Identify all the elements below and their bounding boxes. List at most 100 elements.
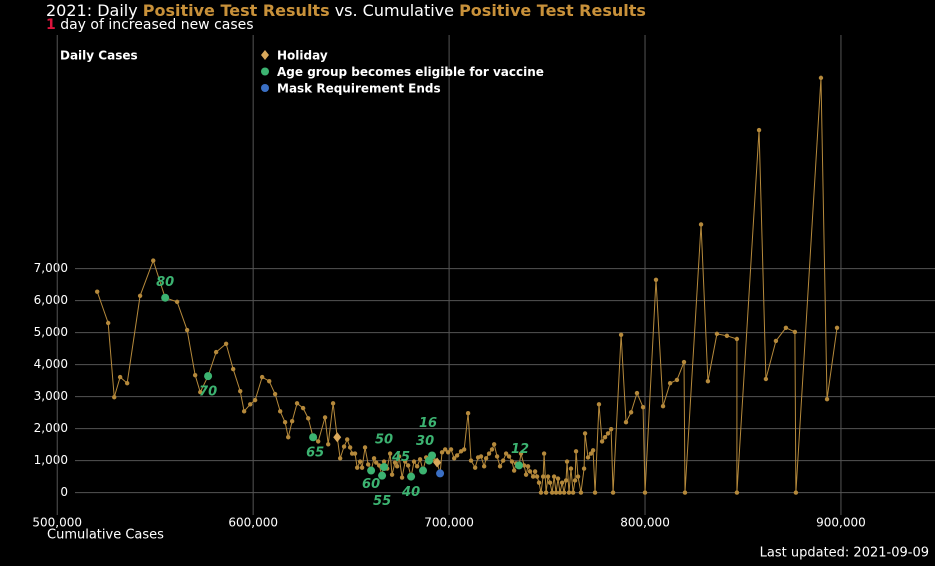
data-point [681, 359, 687, 365]
subtitle-count: 1 [46, 17, 56, 33]
data-point [491, 442, 497, 447]
legend-series: Daily Cases [60, 49, 138, 63]
data-point [530, 474, 536, 479]
data-point [523, 472, 529, 477]
data-point [561, 490, 567, 495]
data-point [137, 293, 143, 298]
data-point [174, 299, 180, 305]
data-point [592, 490, 598, 495]
data-point [337, 456, 343, 461]
data-point [602, 435, 608, 440]
event-marker [161, 293, 170, 302]
data-point [824, 396, 830, 402]
data-point [551, 474, 557, 479]
data-point [374, 460, 379, 465]
event-marker [407, 472, 416, 481]
event-label: 12 [511, 442, 529, 457]
y-tick-label: 4,000 [34, 357, 68, 371]
data-point [394, 464, 400, 469]
data-point [481, 464, 487, 469]
data-point [698, 222, 704, 227]
data-point [557, 490, 563, 495]
data-point [545, 474, 551, 479]
data-point [543, 490, 549, 495]
data-point [534, 474, 540, 479]
data-point [575, 474, 581, 479]
data-point [282, 420, 288, 425]
data-point [403, 459, 408, 464]
data-point [345, 437, 350, 442]
data-point [341, 444, 347, 449]
event-label: 16 [419, 416, 437, 431]
subtitle: 1 day of increased new cases [46, 17, 254, 33]
data-point [454, 453, 460, 458]
legend-label: Holiday [277, 49, 328, 63]
data-point [540, 474, 546, 479]
event-label: 40 [401, 485, 420, 500]
data-point [582, 431, 588, 436]
data-point [465, 411, 471, 416]
data-point [734, 336, 740, 342]
data-point [532, 469, 538, 474]
data-point [277, 409, 283, 414]
data-point [486, 451, 492, 456]
data-point [362, 445, 368, 450]
data-point [605, 431, 611, 436]
data-point [230, 366, 236, 372]
event-marker [333, 432, 342, 443]
series-line [96, 77, 838, 493]
data-point [289, 419, 295, 424]
data-point [618, 332, 624, 338]
event-marker [433, 457, 442, 468]
data-point [610, 490, 616, 495]
data-point [521, 463, 527, 468]
data-point [494, 454, 500, 459]
data-point [590, 448, 596, 453]
data-point [223, 341, 229, 346]
data-point [568, 466, 574, 471]
data-point [445, 450, 451, 455]
data-point [642, 490, 648, 495]
data-point [347, 445, 353, 450]
data-point [198, 389, 203, 395]
event-marker [428, 451, 437, 460]
data-point [248, 402, 253, 407]
event-marker [436, 469, 445, 478]
event-label: 50 [375, 433, 393, 448]
event-marker [204, 372, 213, 381]
data-point [94, 289, 100, 294]
data-point [468, 458, 474, 463]
data-point [105, 320, 111, 326]
data-point [267, 379, 272, 384]
data-point [396, 454, 402, 459]
y-tick-label: 5,000 [34, 325, 68, 339]
data-point [330, 401, 336, 406]
data-point [461, 447, 467, 452]
y-tick-label: 7,000 [34, 261, 68, 275]
data-point [151, 258, 156, 263]
x-axis-label: Cumulative Cases [47, 528, 164, 543]
data-point [357, 459, 363, 464]
x-tick-label: 500,000 [32, 516, 82, 530]
data-point [352, 451, 358, 456]
data-point [724, 333, 730, 338]
title-part: Positive Test Results [459, 1, 646, 20]
data-point [763, 376, 769, 382]
data-point [623, 420, 629, 425]
data-point [527, 469, 533, 474]
y-tick-label: 0 [60, 485, 68, 499]
data-point [497, 464, 503, 469]
data-point [500, 458, 506, 463]
data-point [734, 490, 740, 495]
data-point [387, 451, 393, 456]
data-point [541, 451, 547, 456]
data-point [566, 490, 572, 495]
event-label: 65 [306, 446, 324, 461]
data-point [588, 451, 594, 456]
legend-label: Mask Requirement Ends [277, 82, 441, 96]
data-point [793, 490, 799, 495]
data-point [509, 459, 515, 464]
event-marker [515, 461, 524, 470]
data-point [572, 478, 578, 483]
